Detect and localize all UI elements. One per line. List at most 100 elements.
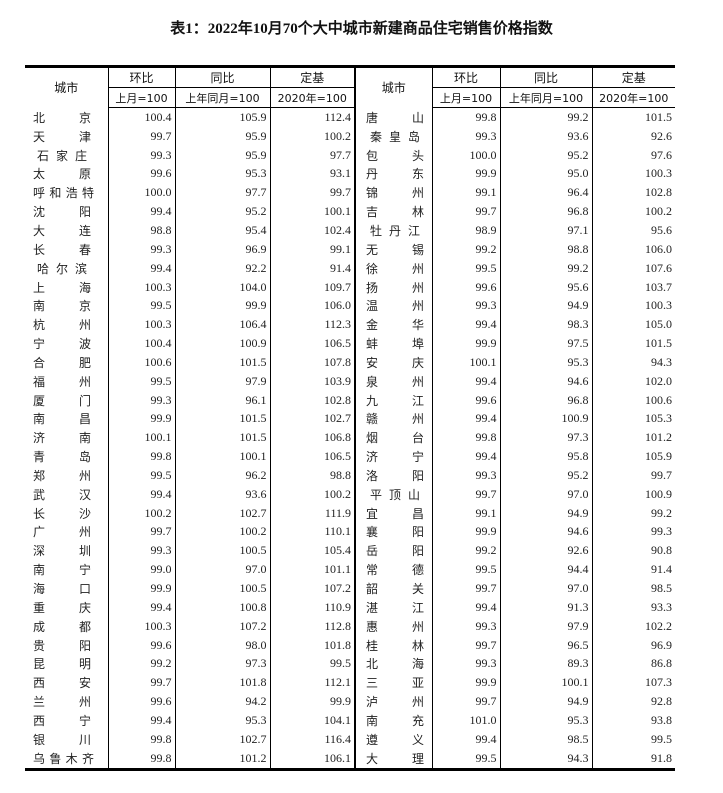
table-row: 宁波 100.4 100.9 106.5 蚌埠 99.9 97.5 101.5 <box>25 334 675 353</box>
yoy-value: 107.2 <box>174 616 270 636</box>
city-cell: 上海 <box>25 278 108 297</box>
city-cell: 九江 <box>354 390 432 410</box>
city-cell: 西宁 <box>25 711 108 730</box>
mom-value: 99.7 <box>431 692 500 711</box>
city-cell: 锦州 <box>354 183 432 203</box>
city-cell: 沈阳 <box>25 202 108 221</box>
fixed-value: 96.9 <box>591 635 675 655</box>
fixed-value: 100.6 <box>591 390 675 410</box>
yoy-value: 95.8 <box>499 447 592 467</box>
city-name: 桂林 <box>366 638 424 653</box>
mom-value: 99.9 <box>431 522 500 542</box>
fixed-value: 93.8 <box>591 711 675 730</box>
yoy-value: 94.6 <box>499 522 592 542</box>
city-cell: 合肥 <box>25 353 108 372</box>
mom-value: 99.5 <box>107 296 175 316</box>
mom-value: 99.4 <box>431 409 500 429</box>
city-name: 无锡 <box>366 242 424 257</box>
city-name: 济宁 <box>366 450 424 465</box>
fixed-value: 99.5 <box>269 654 355 674</box>
city-cell: 无锡 <box>354 239 432 259</box>
city-name: 哈尔滨 <box>37 261 87 276</box>
yoy-value: 92.6 <box>499 541 592 561</box>
fixed-value: 97.6 <box>591 145 675 165</box>
table-row: 南宁 99.0 97.0 101.1 常德 99.5 94.4 91.4 <box>25 560 675 580</box>
yoy-value: 94.9 <box>499 692 592 711</box>
fixed-value: 101.5 <box>591 334 675 353</box>
yoy-value: 96.9 <box>174 239 270 259</box>
yoy-value: 94.9 <box>499 296 592 316</box>
fixed-value: 100.2 <box>269 484 355 504</box>
mom-value: 99.3 <box>107 145 175 165</box>
yoy-value: 101.2 <box>174 748 270 771</box>
city-name: 泸州 <box>366 695 424 710</box>
city-name: 银川 <box>33 732 91 747</box>
yoy-value: 99.2 <box>499 107 592 127</box>
city-name: 吉林 <box>366 205 424 220</box>
mom-value: 99.8 <box>107 748 175 771</box>
table-row: 大连 98.8 95.4 102.4 牡丹江 98.9 97.1 95.6 <box>25 221 675 240</box>
fixed-value: 99.7 <box>591 466 675 485</box>
fixed-value: 99.1 <box>269 239 355 259</box>
header-fixed-base-left: 2020年=100 <box>269 87 355 108</box>
city-name: 西安 <box>33 676 91 691</box>
table-row: 武汉 99.4 93.6 100.2 平顶山 99.7 97.0 100.9 <box>25 484 675 504</box>
city-name: 牡丹江 <box>370 223 420 238</box>
city-cell: 重庆 <box>25 598 108 617</box>
mom-value: 99.2 <box>431 239 500 259</box>
table-row: 广州 99.7 100.2 110.1 襄阳 99.9 94.6 99.3 <box>25 522 675 542</box>
mom-value: 99.4 <box>107 484 175 504</box>
city-name: 青岛 <box>33 450 91 465</box>
mom-value: 99.8 <box>431 428 500 448</box>
yoy-value: 100.5 <box>174 579 270 598</box>
fixed-value: 100.3 <box>591 164 675 184</box>
city-name: 大理 <box>366 751 424 766</box>
city-name: 福州 <box>33 374 91 389</box>
mom-value: 99.7 <box>431 635 500 655</box>
header-city-right: 城市 <box>354 65 432 108</box>
city-name: 武汉 <box>33 487 91 502</box>
mom-value: 99.4 <box>431 729 500 749</box>
city-name: 天津 <box>33 129 91 144</box>
table-row: 南京 99.5 99.9 106.0 温州 99.3 94.9 100.3 <box>25 296 675 316</box>
city-name: 岳阳 <box>366 544 424 559</box>
mom-value: 99.7 <box>107 673 175 693</box>
city-cell: 安庆 <box>354 352 432 372</box>
yoy-value: 95.2 <box>174 202 270 222</box>
fixed-value: 112.1 <box>269 673 355 693</box>
fixed-value: 110.1 <box>269 522 355 542</box>
fixed-value: 104.1 <box>269 711 355 730</box>
yoy-value: 95.9 <box>174 126 270 146</box>
city-cell: 太原 <box>25 165 108 184</box>
yoy-value: 100.2 <box>174 522 270 542</box>
mom-value: 99.8 <box>107 447 175 467</box>
header-mom-right: 环比 <box>431 65 500 88</box>
city-name: 赣州 <box>366 412 424 427</box>
mom-value: 100.6 <box>107 352 175 372</box>
city-name: 锦州 <box>366 186 424 201</box>
fixed-value: 106.0 <box>269 296 355 316</box>
yoy-value: 101.5 <box>174 352 270 372</box>
city-cell: 厦门 <box>25 391 108 410</box>
city-cell: 丹东 <box>354 164 432 184</box>
header-fixed-right: 定基 <box>591 65 675 88</box>
yoy-value: 95.3 <box>174 711 270 730</box>
yoy-value: 97.3 <box>499 428 592 448</box>
table-row: 西安 99.7 101.8 112.1 三亚 99.9 100.1 107.3 <box>25 673 675 693</box>
fixed-value: 116.4 <box>269 729 355 749</box>
city-cell: 兰州 <box>25 692 108 711</box>
city-name: 唐山 <box>366 110 424 125</box>
yoy-value: 94.4 <box>499 560 592 580</box>
table-row: 重庆 99.4 100.8 110.9 湛江 99.4 91.3 93.3 <box>25 597 675 617</box>
city-cell: 扬州 <box>354 277 432 297</box>
yoy-value: 104.0 <box>174 277 270 297</box>
fixed-value: 102.2 <box>591 616 675 636</box>
yoy-value: 92.2 <box>174 258 270 278</box>
table-row: 深圳 99.3 100.5 105.4 岳阳 99.2 92.6 90.8 <box>25 541 675 561</box>
fixed-value: 107.8 <box>269 352 355 372</box>
fixed-value: 109.7 <box>269 277 355 297</box>
fixed-value: 99.5 <box>591 729 675 749</box>
city-cell: 哈尔滨 <box>25 259 108 278</box>
fixed-value: 103.9 <box>269 371 355 391</box>
mom-value: 99.8 <box>431 107 500 127</box>
